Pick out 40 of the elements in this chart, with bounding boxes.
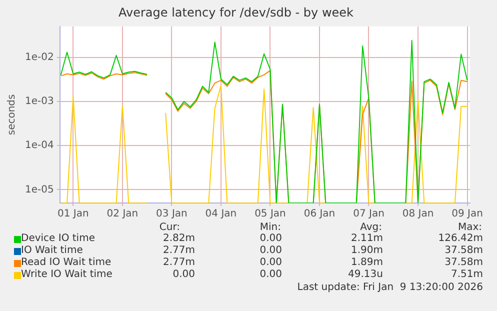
text: 1.89m	[350, 257, 383, 269]
text: 2.77m	[162, 257, 195, 269]
text: Last update: Fri Jan 9 13:20:00 2026	[297, 282, 483, 294]
text: 0.00	[172, 269, 195, 281]
y-tick-label: 1e-05	[24, 184, 54, 196]
y-tick-label: 1e-04	[24, 140, 54, 152]
text: 0.00	[260, 269, 282, 281]
text: 49.13u	[348, 269, 383, 281]
legend-label: Write IO Wait time	[21, 269, 112, 281]
text: 2.77m	[162, 245, 195, 257]
text: 37.58m	[444, 257, 483, 269]
x-tick-label: 01 Jan	[58, 208, 89, 220]
text: 126.42m	[438, 233, 483, 245]
legend-label: Device IO time	[21, 233, 95, 245]
text: 0.00	[260, 233, 282, 245]
chart-title: Average latency for /dev/sdb - by week	[118, 5, 354, 20]
x-tick-label: 05 Jan	[254, 208, 286, 220]
x-tick-label: 02 Jan	[106, 208, 138, 220]
x-tick-label: 07 Jan	[353, 208, 384, 220]
x-tick-label: 06 Jan	[304, 208, 336, 220]
legend-label: Read IO Wait time	[21, 257, 112, 269]
text: Max:	[458, 222, 482, 234]
text: 7.51m	[450, 269, 483, 281]
text: Cur:	[159, 222, 180, 234]
text: Avg:	[360, 222, 382, 234]
y-axis-title: seconds	[6, 94, 18, 136]
x-tick-label: 04 Jan	[205, 208, 237, 220]
legend-label: IO Wait time	[21, 245, 83, 257]
text: 0.00	[260, 245, 282, 257]
x-tick-label: 09 Jan	[452, 208, 483, 220]
y-tick-label: 1e-03	[24, 96, 54, 108]
text: Min:	[260, 222, 281, 234]
y-tick-label: 1e-02	[24, 52, 54, 63]
text: 0.00	[260, 257, 282, 269]
x-tick-label: 08 Jan	[402, 208, 434, 220]
text: 2.82m	[162, 233, 195, 245]
text: 1.90m	[350, 245, 383, 257]
text: 2.11m	[350, 233, 383, 245]
text: 37.58m	[444, 245, 483, 257]
x-tick-label: 03 Jan	[156, 208, 188, 220]
